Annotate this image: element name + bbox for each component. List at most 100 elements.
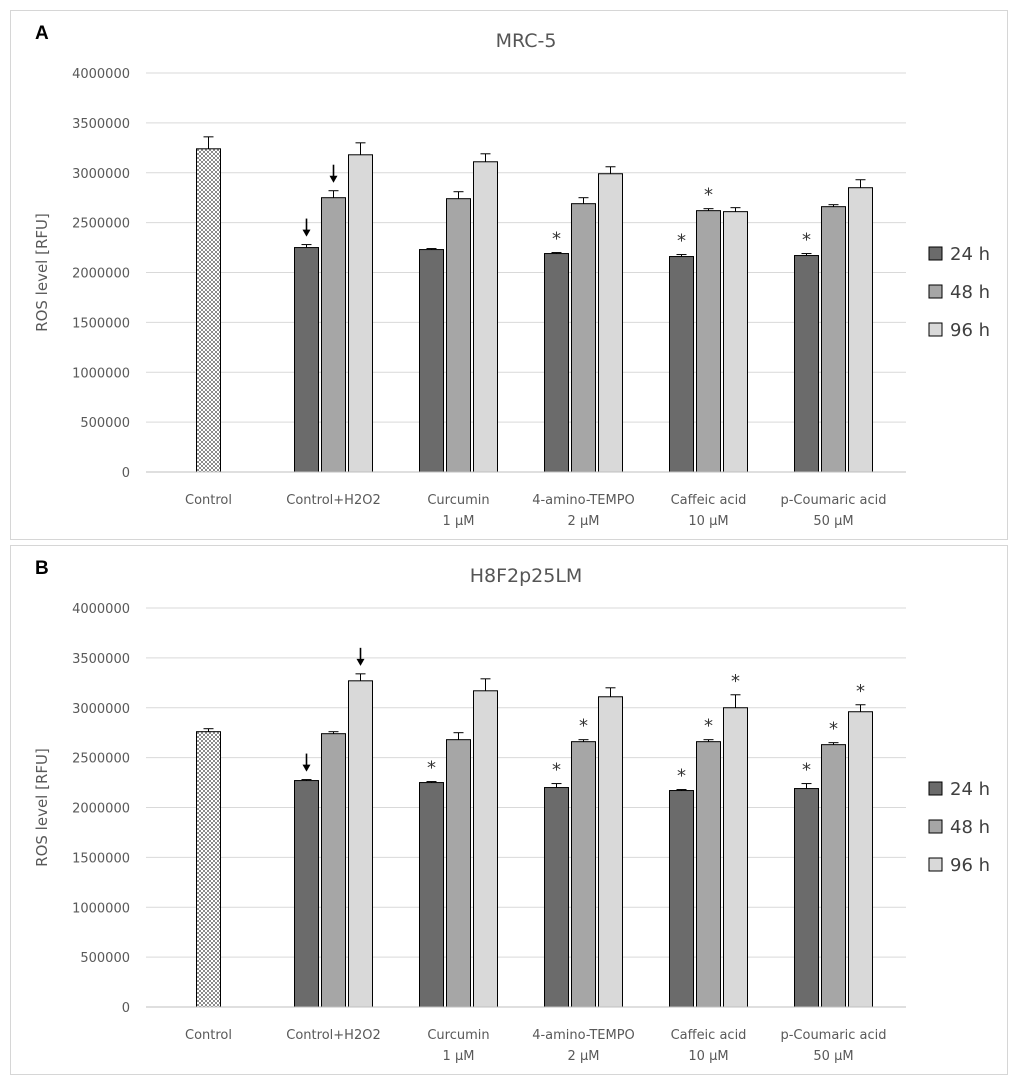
- legend-swatch: [928, 322, 943, 337]
- y-tick-label: 2000000: [72, 802, 130, 817]
- x-tick-label: Control+H2O2: [286, 1028, 380, 1043]
- y-tick-label: 0: [122, 1001, 130, 1016]
- y-tick-label: 2500000: [72, 217, 130, 232]
- significance-star: *: [427, 758, 436, 779]
- legend-label: 24 h: [950, 779, 990, 800]
- x-tick-label-line2: 1 µM: [443, 514, 475, 529]
- bar-24h: [419, 249, 444, 473]
- significance-star: *: [802, 230, 811, 251]
- x-tick-label: Control: [185, 493, 232, 508]
- legend-swatch: [928, 857, 943, 872]
- y-tick-label: 500000: [80, 416, 130, 431]
- x-tick-label-line2: 50 µM: [813, 514, 853, 529]
- significance-star: *: [552, 229, 561, 250]
- bar-96h: [848, 711, 873, 1008]
- chart-a-svg: A MRC-5 0 500000 1000000 1500000 2000000 250000…: [33, 23, 990, 529]
- x-tick-label: p-Coumaric acid: [780, 1028, 886, 1043]
- significance-star: *: [677, 231, 686, 252]
- y-tick-label: 0: [122, 466, 130, 481]
- panel-label: B: [35, 558, 49, 579]
- legend-swatch: [928, 781, 943, 796]
- bar-96h: [348, 154, 373, 473]
- legend-label: 48 h: [950, 817, 990, 838]
- significance-star: *: [802, 760, 811, 781]
- y-tick-label: 500000: [80, 951, 130, 966]
- x-tick-label: Curcumin: [427, 493, 489, 508]
- x-tick-label: Caffeic acid: [671, 493, 747, 508]
- significance-star: *: [704, 185, 713, 206]
- bar-control: [196, 148, 221, 473]
- arrow-marker-head: [302, 229, 311, 237]
- bar-24h: [544, 787, 569, 1008]
- bar-24h: [669, 256, 694, 473]
- bar-96h: [348, 680, 373, 1008]
- x-tick-label: Control+H2O2: [286, 493, 380, 508]
- bar-24h: [794, 788, 819, 1008]
- bar-96h: [598, 173, 623, 473]
- arrow-marker-head: [302, 764, 311, 772]
- x-tick-label-line2: 1 µM: [443, 1049, 475, 1064]
- x-tick-label: p-Coumaric acid: [780, 493, 886, 508]
- bar-48h: [696, 210, 721, 473]
- chart-title: H8F2p25LM: [470, 565, 583, 587]
- x-tick-label-line2: 50 µM: [813, 1049, 853, 1064]
- y-tick-label: 2500000: [72, 752, 130, 767]
- legend-swatch: [928, 246, 943, 261]
- bar-48h: [321, 197, 346, 473]
- significance-star: *: [704, 716, 713, 737]
- bar-24h: [419, 782, 444, 1008]
- bar-48h: [821, 744, 846, 1008]
- bar-48h: [446, 739, 471, 1008]
- x-tick-label: Curcumin: [427, 1028, 489, 1043]
- bar-24h: [794, 255, 819, 473]
- y-tick-label: 3500000: [72, 117, 130, 132]
- bar-24h: [294, 780, 319, 1008]
- arrow-marker-head: [356, 658, 365, 666]
- y-tick-label: 1000000: [72, 901, 130, 916]
- bar-96h: [473, 690, 498, 1008]
- chart-panel-b: B H8F2p25LM 0 500000 1000000 1500000 2000000 25…: [10, 545, 1008, 1075]
- significance-star: *: [677, 766, 686, 787]
- bar-24h: [669, 790, 694, 1008]
- bar-48h: [446, 198, 471, 473]
- bar-24h: [294, 247, 319, 473]
- significance-star: *: [829, 719, 838, 740]
- legend-swatch: [928, 819, 943, 834]
- x-tick-label: 4-amino-TEMPO: [532, 493, 635, 508]
- y-tick-label: 1500000: [72, 851, 130, 866]
- x-tick-label-line2: 10 µM: [688, 1049, 728, 1064]
- x-tick-label-line2: 2 µM: [568, 1049, 600, 1064]
- legend-swatch: [928, 284, 943, 299]
- significance-star: *: [731, 671, 740, 692]
- y-tick-label: 3500000: [72, 652, 130, 667]
- x-tick-label: 4-amino-TEMPO: [532, 1028, 635, 1043]
- bar-96h: [723, 211, 748, 473]
- significance-star: *: [552, 760, 561, 781]
- bar-48h: [571, 203, 596, 473]
- bar-48h: [571, 741, 596, 1008]
- y-tick-label: 4000000: [72, 602, 130, 617]
- y-tick-label: 2000000: [72, 267, 130, 282]
- bar-96h: [598, 696, 623, 1008]
- significance-star: *: [856, 681, 865, 702]
- chart-panel-a: A MRC-5 0 500000 1000000 1500000 2000000 250000…: [10, 10, 1008, 540]
- significance-star: *: [579, 716, 588, 737]
- y-tick-label: 3000000: [72, 702, 130, 717]
- chart-title: MRC-5: [496, 30, 557, 52]
- bar-96h: [473, 161, 498, 473]
- bar-48h: [821, 206, 846, 473]
- y-axis-label: ROS level [RFU]: [33, 213, 51, 332]
- y-tick-label: 3000000: [72, 167, 130, 182]
- y-tick-label: 1000000: [72, 366, 130, 381]
- legend-label: 24 h: [950, 244, 990, 265]
- bar-control: [196, 731, 221, 1008]
- bar-24h: [544, 253, 569, 473]
- x-tick-label-line2: 10 µM: [688, 514, 728, 529]
- y-tick-label: 4000000: [72, 67, 130, 82]
- bar-48h: [321, 733, 346, 1008]
- legend-label: 96 h: [950, 320, 990, 341]
- panel-label: A: [35, 23, 49, 44]
- legend-label: 96 h: [950, 855, 990, 876]
- bar-48h: [696, 741, 721, 1008]
- bar-96h: [848, 187, 873, 473]
